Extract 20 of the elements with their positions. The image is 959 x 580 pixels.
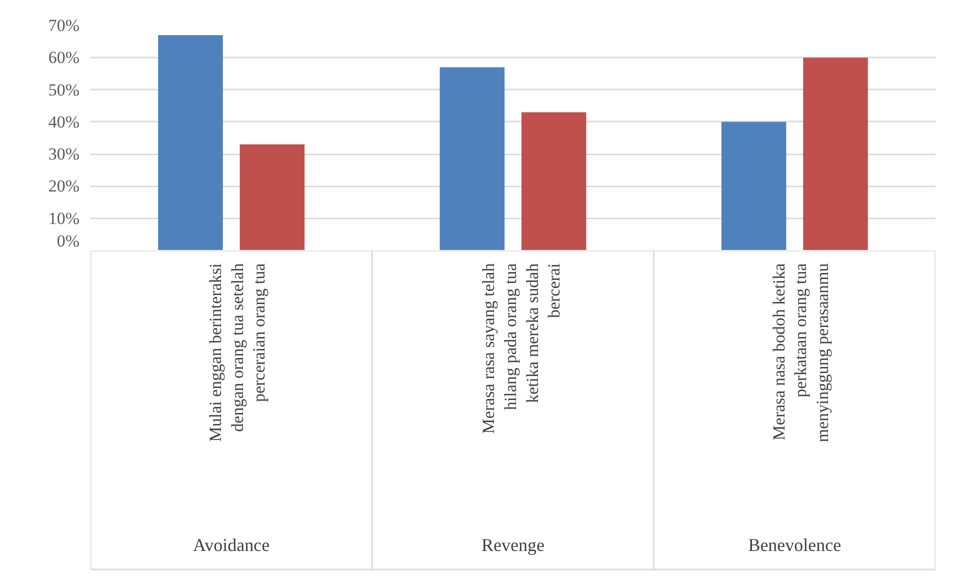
x-tick-label: Merasa nasa bodoh ketika perkataan orang tua menyinggung perasaanmu [769, 262, 832, 442]
bar [440, 67, 505, 250]
bar [721, 122, 786, 250]
x-tick-label: Merasa rasa sayang telah hilang pada orang tua ketika mereka sudah bercerai [479, 262, 564, 434]
y-tick-label: 40% [48, 112, 80, 132]
bar [158, 35, 223, 250]
y-tick-label: 60% [48, 48, 80, 68]
bar [521, 112, 586, 250]
y-tick-label: 30% [48, 144, 80, 164]
y-tick-label: 70% [48, 16, 80, 35]
y-tick-label: 20% [48, 176, 80, 196]
bar [240, 144, 305, 250]
text: Revenge [482, 534, 544, 555]
y-tick-label: 0% [56, 232, 80, 250]
text: Avoidance [193, 534, 270, 555]
bar [803, 58, 868, 250]
y-tick-label: 50% [48, 80, 80, 100]
text: Benevolence [748, 534, 842, 555]
y-tick-label: 10% [48, 208, 80, 228]
x-tick-label: Mulai enggan berinteraksi dengan orang tua setelah perceraian orang tua [206, 262, 269, 442]
